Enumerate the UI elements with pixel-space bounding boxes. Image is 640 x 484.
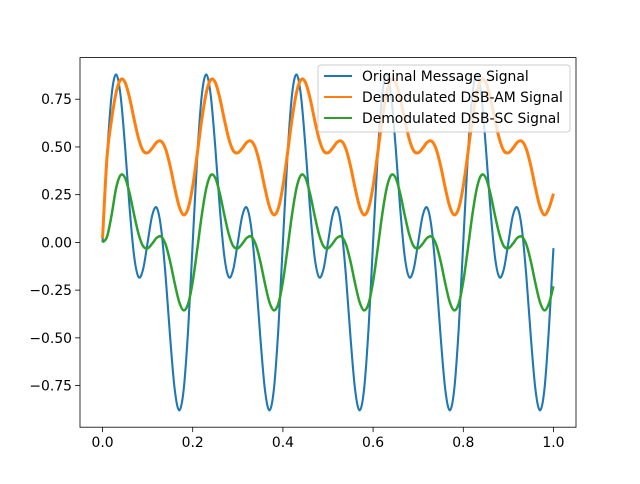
x-tick-label: 0.8 <box>452 435 474 451</box>
legend-box <box>317 64 571 133</box>
legend: Original Message Signal Demodulated DSB-… <box>317 64 571 133</box>
x-tick-label: 1.0 <box>542 435 564 451</box>
x-tick-label: 0.2 <box>182 435 204 451</box>
y-tick-label: 0.50 <box>41 140 72 156</box>
legend-label-dsb-sc: Demodulated DSB-SC Signal <box>362 111 560 127</box>
y-tick-label: −0.75 <box>29 379 72 395</box>
y-tick-label: −0.25 <box>29 283 72 299</box>
y-tick-label: 0.00 <box>41 235 72 251</box>
legend-label-original: Original Message Signal <box>362 69 529 85</box>
legend-label-dsb-am: Demodulated DSB-AM Signal <box>362 90 563 106</box>
x-tick-label: 0.4 <box>272 435 294 451</box>
x-axis: 0.0 0.2 0.4 0.6 0.8 1.0 <box>91 427 565 451</box>
x-tick-label: 0.0 <box>91 435 113 451</box>
y-tick-label: 0.25 <box>41 188 72 204</box>
series-line-dsb-sc <box>101 173 555 312</box>
y-tick-label: 0.75 <box>41 92 72 108</box>
y-axis: −0.75 −0.50 −0.25 0.00 0.25 0.50 0.75 <box>29 92 80 395</box>
y-tick-label: −0.50 <box>29 331 72 347</box>
x-tick-label: 0.6 <box>362 435 384 451</box>
